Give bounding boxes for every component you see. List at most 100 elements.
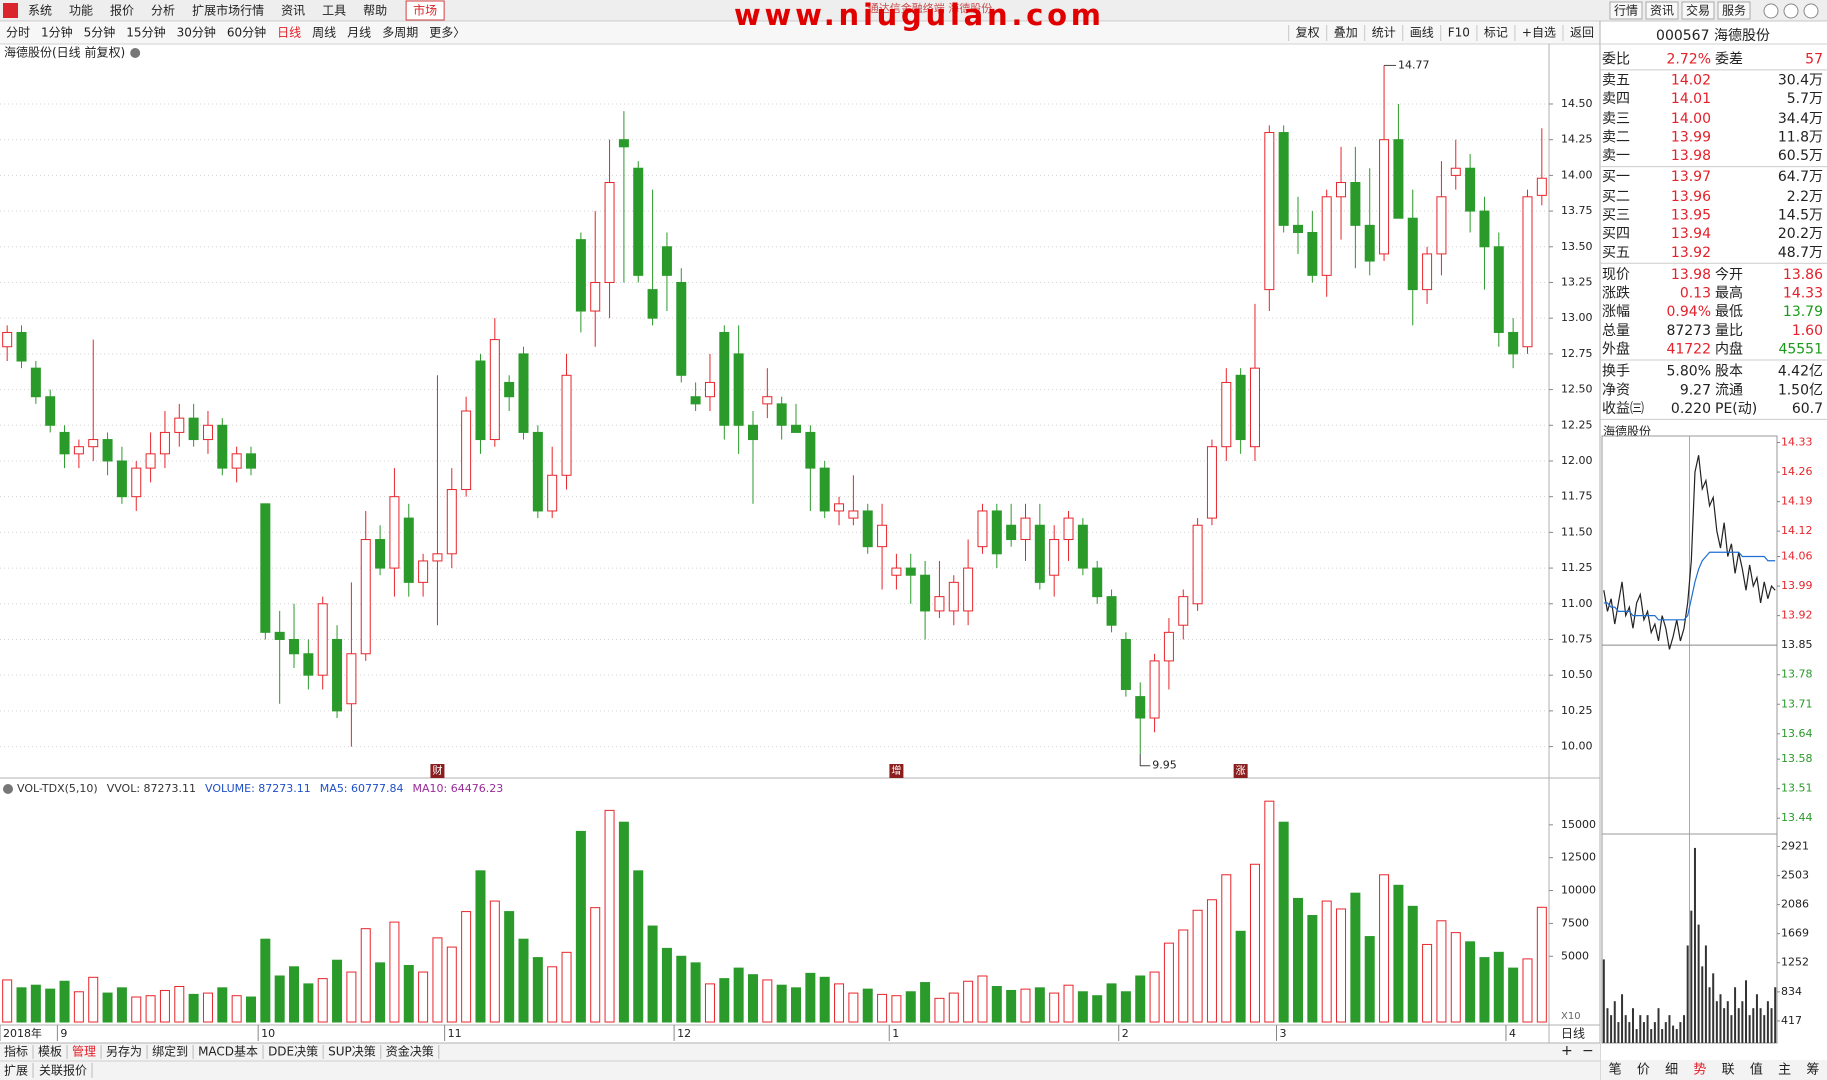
tool-button[interactable]: F10 (1448, 26, 1470, 40)
candle-body (475, 360, 486, 441)
tool-button[interactable]: 复权 (1296, 26, 1320, 40)
candle-body (920, 574, 931, 612)
volume-bar (862, 988, 873, 1023)
period-button[interactable]: 周线 (312, 26, 336, 40)
side-tab[interactable]: 势 (1693, 1062, 1706, 1078)
menu-item[interactable]: 分析 (151, 4, 175, 18)
zoom-button[interactable]: + (1561, 1043, 1573, 1059)
tool-button[interactable]: 统计 (1372, 26, 1396, 40)
tab[interactable]: MACD基本 (198, 1045, 258, 1059)
event-label[interactable]: 增 (891, 764, 901, 777)
footer-tab[interactable]: 扩展 (4, 1064, 28, 1078)
period-button[interactable]: 1分钟 (41, 25, 73, 40)
period-button[interactable]: 30分钟 (177, 25, 216, 40)
volume-bar (776, 984, 787, 1023)
x-tick-label: 1 (892, 1027, 899, 1040)
y-tick-label: 417 (1781, 1014, 1802, 1027)
side-tab[interactable]: 联 (1722, 1063, 1735, 1078)
app-icon[interactable] (3, 3, 18, 18)
candle-body (131, 467, 142, 498)
candle-body (1479, 210, 1490, 248)
menu-item[interactable]: 扩展市场行情 (192, 3, 264, 18)
tab[interactable]: SUP决策 (328, 1045, 376, 1059)
indicator-header: MA10: 64476.23 (413, 782, 504, 795)
event-marker[interactable] (430, 764, 445, 778)
quote-cell: 0.13 (1680, 286, 1711, 302)
quote-cell: 9.27 (1680, 382, 1711, 398)
top-button[interactable] (1645, 1, 1679, 20)
window-close[interactable] (1803, 3, 1819, 19)
tool-button[interactable]: 标记 (1484, 26, 1508, 40)
menu-item[interactable]: 工具 (322, 4, 346, 18)
top-button-label[interactable]: 行情 (1614, 4, 1638, 18)
quote-cell: 今开 (1715, 267, 1743, 283)
event-marker[interactable] (889, 764, 904, 778)
top-button-label[interactable]: 交易 (1686, 3, 1710, 18)
tab[interactable]: 绑定到 (152, 1044, 188, 1059)
top-button-label[interactable]: 服务 (1722, 3, 1746, 18)
y-tick-label: 14.12 (1781, 524, 1813, 537)
tool-button[interactable]: +自选 (1522, 26, 1556, 40)
footer-tab[interactable]: 关联报价 (39, 1063, 87, 1078)
period-button[interactable]: 月线 (347, 26, 371, 40)
volume-bar (1364, 936, 1375, 1023)
event-marker[interactable] (1233, 764, 1248, 778)
menu-item[interactable]: 功能 (69, 4, 93, 18)
intraday-volume-bar (1697, 924, 1700, 1043)
menu-item[interactable]: 资讯 (281, 4, 305, 18)
menu-item[interactable]: 系统 (28, 4, 52, 18)
volume-bar (446, 946, 457, 1023)
menu-item[interactable]: 帮助 (363, 4, 387, 18)
period-button[interactable]: 多周期 (382, 26, 418, 40)
zoom-button[interactable]: − (1582, 1043, 1594, 1059)
tab[interactable]: 指标 (4, 1044, 28, 1059)
period-button[interactable]: 分时 (6, 26, 30, 40)
tab[interactable]: 模板 (38, 1045, 62, 1059)
y-tick-label: 14.19 (1781, 495, 1813, 508)
side-tab[interactable]: 主 (1778, 1063, 1791, 1078)
quote-cell: 股本 (1715, 364, 1743, 380)
side-tab[interactable]: 筹 (1806, 1062, 1819, 1078)
market-button-label[interactable]: 市场 (413, 3, 437, 18)
top-button-label[interactable]: 资讯 (1650, 4, 1674, 18)
quote-cell: 涨跌 (1602, 286, 1630, 302)
volume-bar (475, 870, 486, 1023)
side-tab[interactable]: 值 (1750, 1062, 1763, 1078)
candle-body (1206, 446, 1217, 519)
side-tab[interactable]: 价 (1637, 1063, 1650, 1078)
top-button[interactable] (1717, 1, 1751, 20)
event-label[interactable]: 涨 (1236, 765, 1246, 777)
tool-button[interactable]: 叠加 (1334, 26, 1358, 40)
event-label[interactable]: 财 (432, 764, 442, 777)
tab[interactable]: 另存为 (106, 1045, 142, 1059)
intraday-volume-bar (1653, 1022, 1656, 1043)
title-menu-icon[interactable] (130, 48, 141, 58)
quote-cell: 13.98 (1671, 267, 1711, 283)
volume-bar (1522, 958, 1533, 1023)
period-button[interactable]: 更多〉 (429, 26, 465, 40)
market-button[interactable] (405, 0, 445, 21)
tab[interactable]: 管理 (72, 1044, 96, 1059)
indicator-menu-icon[interactable] (3, 784, 13, 794)
tab[interactable]: 资金决策 (386, 1044, 434, 1059)
top-button[interactable] (1681, 1, 1715, 20)
period-button[interactable]: 5分钟 (84, 25, 116, 40)
candle-body (174, 417, 185, 433)
window-restore[interactable] (1783, 3, 1799, 19)
window-minimize[interactable] (1763, 3, 1779, 19)
volume-bar (418, 971, 429, 1023)
period-button[interactable]: 日线 (277, 26, 301, 40)
top-button[interactable] (1609, 1, 1643, 20)
tab[interactable]: DDE决策 (268, 1045, 318, 1059)
period-button[interactable]: 15分钟 (126, 25, 165, 40)
quote-cell: 收益㈢ (1602, 401, 1644, 417)
tool-button[interactable]: 返回 (1570, 26, 1594, 40)
quote-cell: 委比 (1602, 51, 1630, 67)
quote-cell: 量比 (1715, 323, 1743, 339)
menu-item[interactable]: 报价 (110, 3, 134, 18)
tool-button[interactable]: 画线 (1410, 26, 1434, 40)
side-tab[interactable]: 细 (1665, 1063, 1678, 1078)
candle-body (202, 424, 213, 441)
side-tab[interactable]: 笔 (1609, 1062, 1622, 1078)
period-button[interactable]: 60分钟 (227, 25, 266, 40)
